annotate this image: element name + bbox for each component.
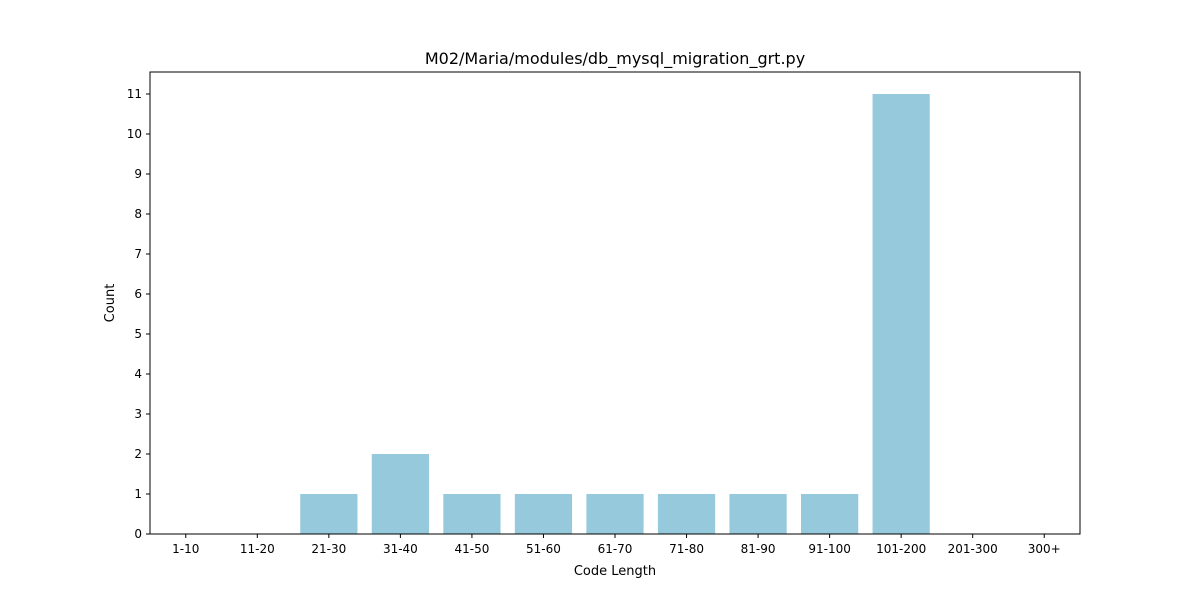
plot-area-frame [149,71,1081,535]
x-tick-label: 11-20 [240,542,275,556]
y-tick-label: 2 [134,447,142,461]
y-tick-label: 3 [134,407,142,421]
y-axis-label: Count [103,284,118,323]
x-tick-label: 201-300 [948,542,998,556]
x-tick-label: 71-80 [669,542,704,556]
x-tick-label: 91-100 [808,542,851,556]
y-tick-label: 10 [127,127,142,141]
y-tick-label: 1 [134,487,142,501]
x-tick-label: 61-70 [598,542,633,556]
y-tick-label: 0 [134,527,142,541]
y-axis-ticks: 0 1 2 3 4 5 6 7 8 9 10 11 [127,87,150,541]
x-tick-label: 31-40 [383,542,418,556]
y-tick-label: 8 [134,207,142,221]
bar-91-100 [801,494,859,534]
bar-81-90 [729,494,787,534]
bar-51-60 [514,494,573,534]
x-tick-label: 1-10 [172,542,199,556]
x-tick-label: 51-60 [526,542,561,556]
bar-31-40 [371,454,429,534]
x-axis-label: Code Length [574,564,656,579]
y-tick-label: 6 [134,287,142,301]
x-tick-label: 41-50 [454,542,489,556]
y-tick-label: 11 [127,87,142,101]
y-tick-label: 5 [134,327,142,341]
y-tick-label: 7 [134,247,142,261]
bar-61-70 [586,494,644,534]
bar-41-50 [443,494,501,534]
y-tick-label: 4 [134,367,142,381]
bar-101-200 [872,94,930,534]
bar-71-80 [657,494,716,534]
y-tick-label: 9 [134,167,142,181]
bar-21-30 [300,494,358,534]
chart-title: M02/Maria/modules/db_mysql_migration_grt… [425,49,805,69]
bars-layer [300,94,930,534]
x-axis-ticks: 1-10 11-20 21-30 31-40 41-50 51-60 61-70 71-80 8… [172,534,1061,556]
x-tick-label: 21-30 [311,542,346,556]
x-tick-label: 101-200 [876,542,926,556]
x-tick-label: 300+ [1028,542,1061,556]
x-tick-label: 81-90 [741,542,776,556]
